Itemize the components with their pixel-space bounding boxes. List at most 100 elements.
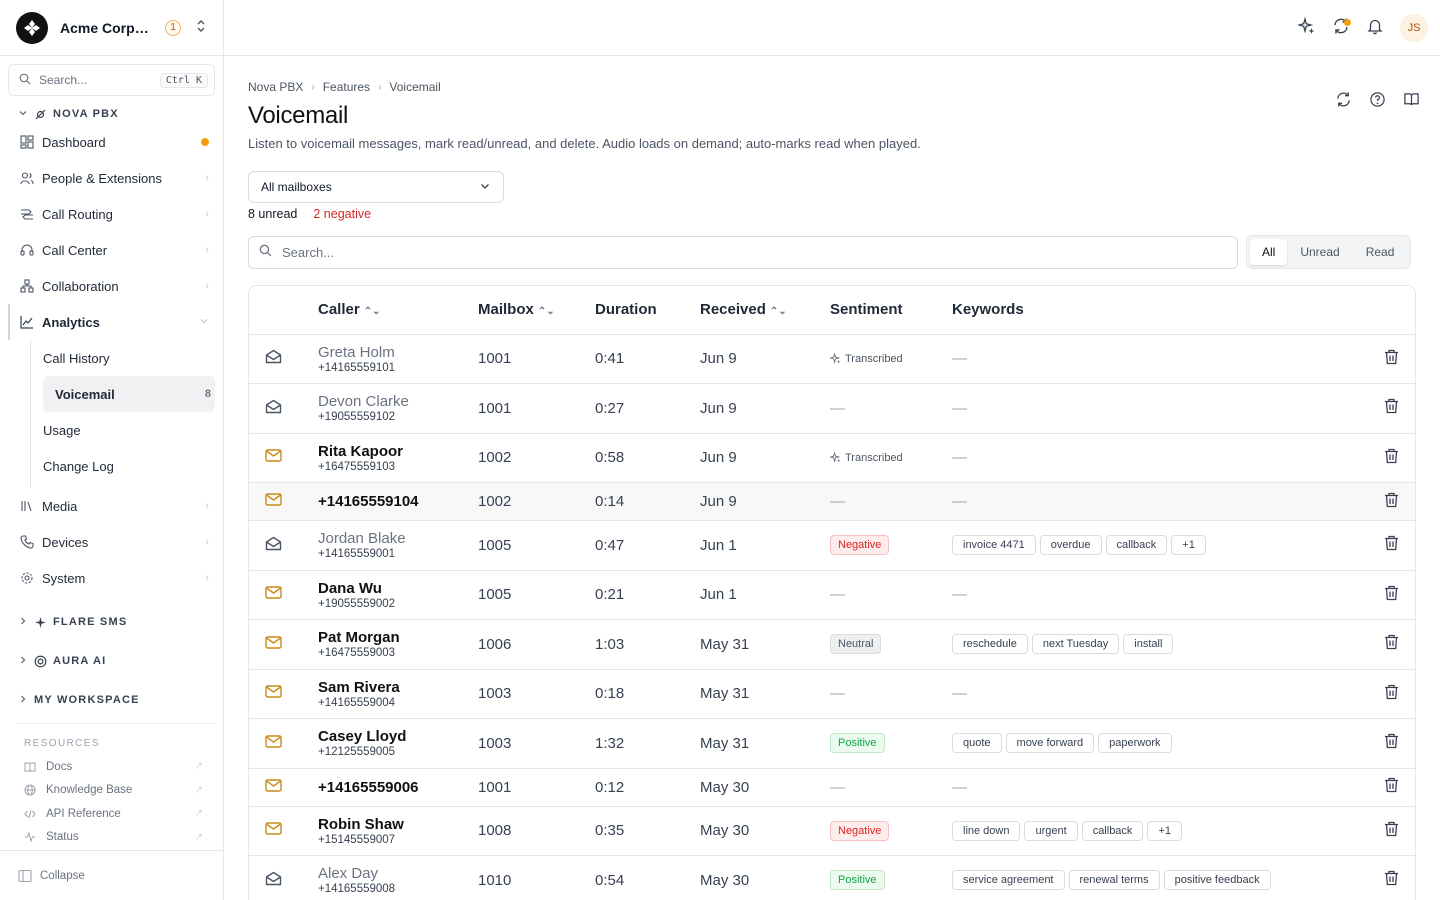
envelope-icon[interactable]	[265, 636, 282, 653]
envelope-open-icon[interactable]	[265, 536, 282, 555]
sync-button[interactable]	[1324, 11, 1358, 45]
status-cell[interactable]	[249, 806, 318, 856]
ai-sparkle-button[interactable]	[1290, 11, 1324, 45]
envelope-icon[interactable]	[265, 586, 282, 603]
status-cell[interactable]	[249, 433, 318, 483]
table-row[interactable]: Robin Shaw +15145559007 1008 0:35 May 30 Nega…	[249, 806, 1415, 856]
trash-icon[interactable]	[1384, 492, 1399, 508]
table-row[interactable]: Dana Wu +19055559002 1005 0:21 Jun 1— —	[249, 570, 1415, 620]
trash-icon[interactable]	[1384, 634, 1399, 650]
sidebar-item-call-history[interactable]: Call History	[31, 340, 215, 376]
table-row[interactable]: Rita Kapoor +16475559103 1002 0:58 Jun 9 Tran…	[249, 433, 1415, 483]
status-cell[interactable]	[249, 383, 318, 434]
search-placeholder: Search...	[282, 244, 335, 260]
envelope-icon[interactable]	[265, 822, 282, 839]
filter-all[interactable]: All	[1250, 239, 1288, 265]
chevron-right-icon: ›	[378, 81, 382, 93]
table-row[interactable]: +14165559006 1001 0:12 May 30— —	[249, 768, 1415, 807]
table-row[interactable]: Pat Morgan +16475559003 1006 1:03 May 31 Neut…	[249, 619, 1415, 670]
status-cell[interactable]	[249, 855, 318, 900]
table-row[interactable]: Alex Day +14165559008 1010 0:54 May 30 Positi…	[249, 855, 1415, 900]
caller-cell: +14165559104	[318, 482, 478, 521]
voicemail-search-input[interactable]: Search...	[248, 235, 1238, 269]
status-cell[interactable]	[249, 334, 318, 384]
sidebar-item-call-center[interactable]: Call Center ›	[0, 232, 223, 268]
filter-read[interactable]: Read	[1365, 245, 1395, 259]
sidebar-item-voicemail[interactable]: Voicemail 8	[43, 376, 215, 412]
section-flare-sms[interactable]: FLARE SMS	[0, 612, 223, 632]
section-my-workspace[interactable]: MY WORKSPACE	[0, 690, 223, 710]
header-caller[interactable]: Caller ⌃⌄	[318, 286, 478, 335]
trash-icon[interactable]	[1384, 535, 1399, 551]
empty-value: —	[952, 350, 967, 368]
status-cell[interactable]	[249, 520, 318, 571]
table-row[interactable]: Casey Lloyd +12125559005 1003 1:32 May 31 Pos…	[249, 718, 1415, 769]
sidebar-item-media[interactable]: Media ›	[0, 488, 223, 524]
mailbox-select[interactable]: All mailboxes	[248, 171, 504, 203]
resource-status[interactable]: Status ↗	[16, 826, 215, 850]
trash-icon[interactable]	[1384, 349, 1399, 365]
chevron-updown-icon[interactable]	[195, 19, 207, 36]
envelope-icon[interactable]	[265, 449, 282, 466]
resource-docs[interactable]: Docs ↗	[16, 755, 215, 779]
table-row[interactable]: Devon Clarke +19055559102 1001 0:27 Jun 9— —	[249, 383, 1415, 434]
sidebar-item-dashboard[interactable]: Dashboard	[0, 124, 223, 160]
sidebar-item-people[interactable]: People & Extensions ›	[0, 160, 223, 196]
org-switcher[interactable]: Acme Corporation 1	[0, 0, 223, 56]
trash-icon[interactable]	[1384, 777, 1399, 793]
duration-cell: 0:35	[595, 806, 700, 856]
user-avatar[interactable]: JS	[1400, 13, 1428, 42]
header-mailbox[interactable]: Mailbox ⌃⌄	[478, 286, 595, 335]
envelope-icon[interactable]	[265, 493, 282, 510]
trash-icon[interactable]	[1384, 684, 1399, 700]
envelope-open-icon[interactable]	[265, 871, 282, 890]
status-cell[interactable]	[249, 619, 318, 670]
refresh-button[interactable]	[1326, 84, 1360, 118]
trash-icon[interactable]	[1384, 398, 1399, 414]
table-row[interactable]: Greta Holm +14165559101 1001 0:41 Jun 9 Trans…	[249, 334, 1415, 384]
section-aura-ai[interactable]: AURA AI	[0, 651, 223, 671]
section-nova-pbx[interactable]: NOVA PBX	[0, 104, 223, 124]
collapse-sidebar-button[interactable]: Collapse	[0, 850, 223, 900]
sidebar-search[interactable]: Search... Ctrl K	[8, 64, 215, 96]
status-cell[interactable]	[249, 718, 318, 769]
trash-icon[interactable]	[1384, 733, 1399, 749]
status-cell[interactable]	[249, 669, 318, 719]
envelope-icon[interactable]	[265, 735, 282, 752]
sidebar-item-devices[interactable]: Devices ›	[0, 524, 223, 560]
table-row[interactable]: +14165559104 1002 0:14 Jun 9— —	[249, 482, 1415, 521]
status-cell[interactable]	[249, 482, 318, 521]
delete-cell	[1367, 718, 1415, 769]
header-actions	[1367, 286, 1415, 335]
header-received[interactable]: Received ⌃⌄	[700, 286, 830, 335]
notifications-button[interactable]	[1358, 11, 1392, 45]
envelope-icon[interactable]	[265, 685, 282, 702]
sidebar-item-usage[interactable]: Usage	[31, 412, 215, 448]
trash-icon[interactable]	[1384, 821, 1399, 837]
breadcrumb-item[interactable]: Features	[322, 80, 371, 94]
sidebar-item-change-log[interactable]: Change Log	[31, 448, 215, 484]
notification-dot	[201, 138, 209, 146]
sidebar-item-analytics[interactable]: Analytics	[8, 304, 223, 340]
table-row[interactable]: Sam Rivera +14165559004 1003 0:18 May 31— —	[249, 669, 1415, 719]
trash-icon[interactable]	[1384, 870, 1399, 886]
sidebar-item-call-routing[interactable]: Call Routing ›	[0, 196, 223, 232]
filter-unread[interactable]: Unread	[1300, 245, 1340, 259]
status-cell[interactable]	[249, 768, 318, 807]
help-button[interactable]	[1360, 84, 1394, 118]
docs-button[interactable]	[1394, 84, 1428, 118]
status-cell[interactable]	[249, 570, 318, 620]
sidebar-item-collaboration[interactable]: Collaboration ›	[0, 268, 223, 304]
sidebar-item-system[interactable]: System ›	[0, 560, 223, 596]
breadcrumb-item[interactable]: Nova PBX	[248, 80, 304, 94]
envelope-icon[interactable]	[265, 778, 282, 796]
trash-icon[interactable]	[1384, 585, 1399, 601]
resource-knowledge-base[interactable]: Knowledge Base ↗	[16, 779, 215, 803]
keywords-cell: invoice 4471 overdue callback +1	[952, 520, 1367, 571]
envelope-open-icon[interactable]	[265, 350, 282, 368]
trash-icon[interactable]	[1384, 448, 1399, 464]
table-row[interactable]: Jordan Blake +14165559001 1005 0:47 Jun 1 Neg…	[249, 520, 1415, 571]
caller-name: Rita Kapoor	[318, 442, 404, 460]
envelope-open-icon[interactable]	[265, 399, 282, 418]
resource-api-reference[interactable]: API Reference ↗	[16, 802, 215, 826]
